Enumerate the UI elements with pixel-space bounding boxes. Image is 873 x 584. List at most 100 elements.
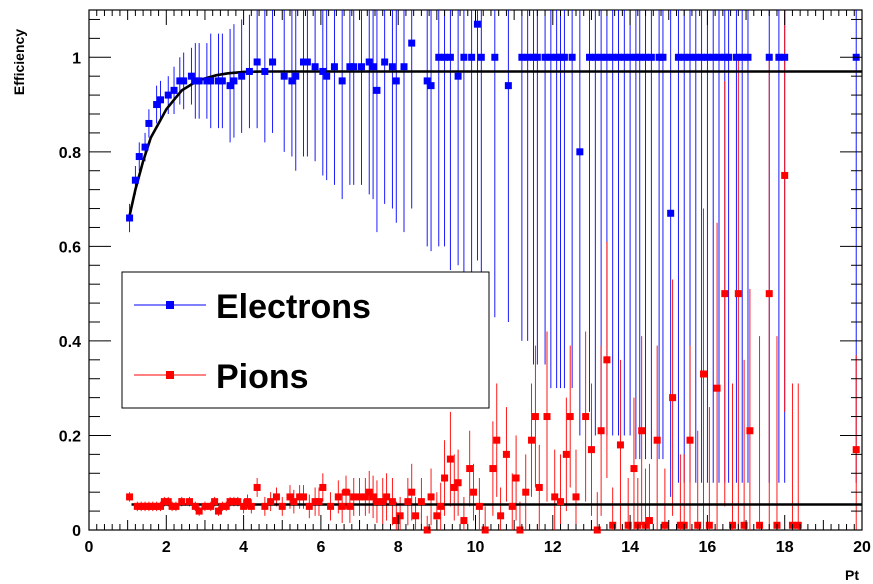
electrons-point <box>319 67 327 75</box>
electrons-point <box>504 82 512 90</box>
legend-electrons-marker <box>166 301 174 309</box>
electrons-point <box>253 58 261 66</box>
pions-point <box>296 493 304 501</box>
electrons-point <box>557 53 565 61</box>
electrons-point <box>338 77 346 85</box>
electrons-point <box>659 53 667 61</box>
electrons-point <box>647 53 655 61</box>
y-tick-label: 0 <box>72 523 81 540</box>
pions-point <box>178 498 186 506</box>
x-tick-label: 10 <box>467 539 485 556</box>
electrons-point <box>642 53 650 61</box>
pions-point <box>290 498 298 506</box>
pions-point <box>247 502 255 510</box>
electrons-point <box>195 77 203 85</box>
pions-point <box>211 498 219 506</box>
electrons-point <box>218 77 226 85</box>
pions-point <box>267 498 275 506</box>
pions-point <box>475 502 483 510</box>
electrons-point <box>692 53 700 61</box>
electrons-point <box>300 58 308 66</box>
electrons-point <box>230 77 238 85</box>
pions-point <box>278 502 286 510</box>
x-tick-label: 2 <box>162 539 171 556</box>
pions-point <box>551 493 559 501</box>
electrons-point <box>153 101 161 109</box>
electrons-point <box>226 82 234 90</box>
x-tick-label: 0 <box>85 539 94 556</box>
pions-point <box>272 493 280 501</box>
pions-point <box>638 427 646 435</box>
pions-point <box>572 493 580 501</box>
y-axis-title: Efficiency <box>11 29 27 95</box>
pions-point <box>365 488 373 496</box>
pions-point <box>713 384 721 392</box>
electrons-point <box>145 119 153 127</box>
pions-point <box>388 498 396 506</box>
electrons-point <box>636 53 644 61</box>
pions-point <box>781 171 789 179</box>
pions-point <box>756 521 764 529</box>
electrons-point <box>435 53 443 61</box>
pions-point <box>253 483 261 491</box>
electrons-point <box>164 91 172 99</box>
pions-point <box>734 290 742 298</box>
electrons-point <box>170 86 178 94</box>
pions-point <box>446 455 454 463</box>
electrons-point <box>238 72 246 80</box>
legend-pions-marker <box>166 371 174 379</box>
pions-point <box>562 450 570 458</box>
electrons-point <box>541 53 549 61</box>
pions-point <box>852 446 860 454</box>
pions-point <box>721 290 729 298</box>
electrons-point <box>765 53 773 61</box>
electrons-point <box>529 53 537 61</box>
pions-point <box>379 498 387 506</box>
pions-point <box>582 413 590 421</box>
electrons-point <box>781 53 789 61</box>
pions-point <box>195 507 203 515</box>
electrons-point <box>586 53 594 61</box>
electrons-point <box>703 53 711 61</box>
electrons-point <box>715 53 723 61</box>
y-tick-label: 0.2 <box>59 428 81 445</box>
electrons-point <box>709 53 717 61</box>
pions-point <box>141 502 149 510</box>
pions-point <box>243 498 251 506</box>
electrons-point <box>311 63 319 71</box>
electrons-point <box>427 82 435 90</box>
pions-point <box>373 498 381 506</box>
electrons-point <box>303 58 311 66</box>
pions-point <box>153 502 161 510</box>
pions-point <box>168 502 176 510</box>
pions-point <box>661 521 669 529</box>
electrons-point <box>597 53 605 61</box>
pions-point <box>466 465 474 473</box>
pions-point <box>338 502 346 510</box>
pions-point <box>512 474 520 482</box>
electrons-point <box>392 77 400 85</box>
electrons-point <box>721 53 729 61</box>
electrons-point <box>560 53 568 61</box>
pions-point <box>441 474 449 482</box>
electrons-point <box>473 20 481 28</box>
pions-point <box>460 517 468 525</box>
legend-pions-label: Pions <box>216 358 309 396</box>
pions-point <box>566 413 574 421</box>
pions-point <box>164 498 172 506</box>
pions-point <box>361 493 369 501</box>
pions-point <box>201 502 209 510</box>
pions-point <box>214 507 222 515</box>
x-tick-label: 16 <box>699 539 717 556</box>
pions-point <box>261 502 269 510</box>
pions-point <box>417 498 425 506</box>
electrons-point <box>576 148 584 156</box>
pions-point <box>481 526 489 534</box>
pions-point <box>669 394 677 402</box>
pions-point <box>765 290 773 298</box>
pions-point <box>218 502 226 510</box>
electrons-point <box>191 77 199 85</box>
pions-point <box>624 521 632 529</box>
pions-point <box>149 502 157 510</box>
pions-point <box>794 521 802 529</box>
